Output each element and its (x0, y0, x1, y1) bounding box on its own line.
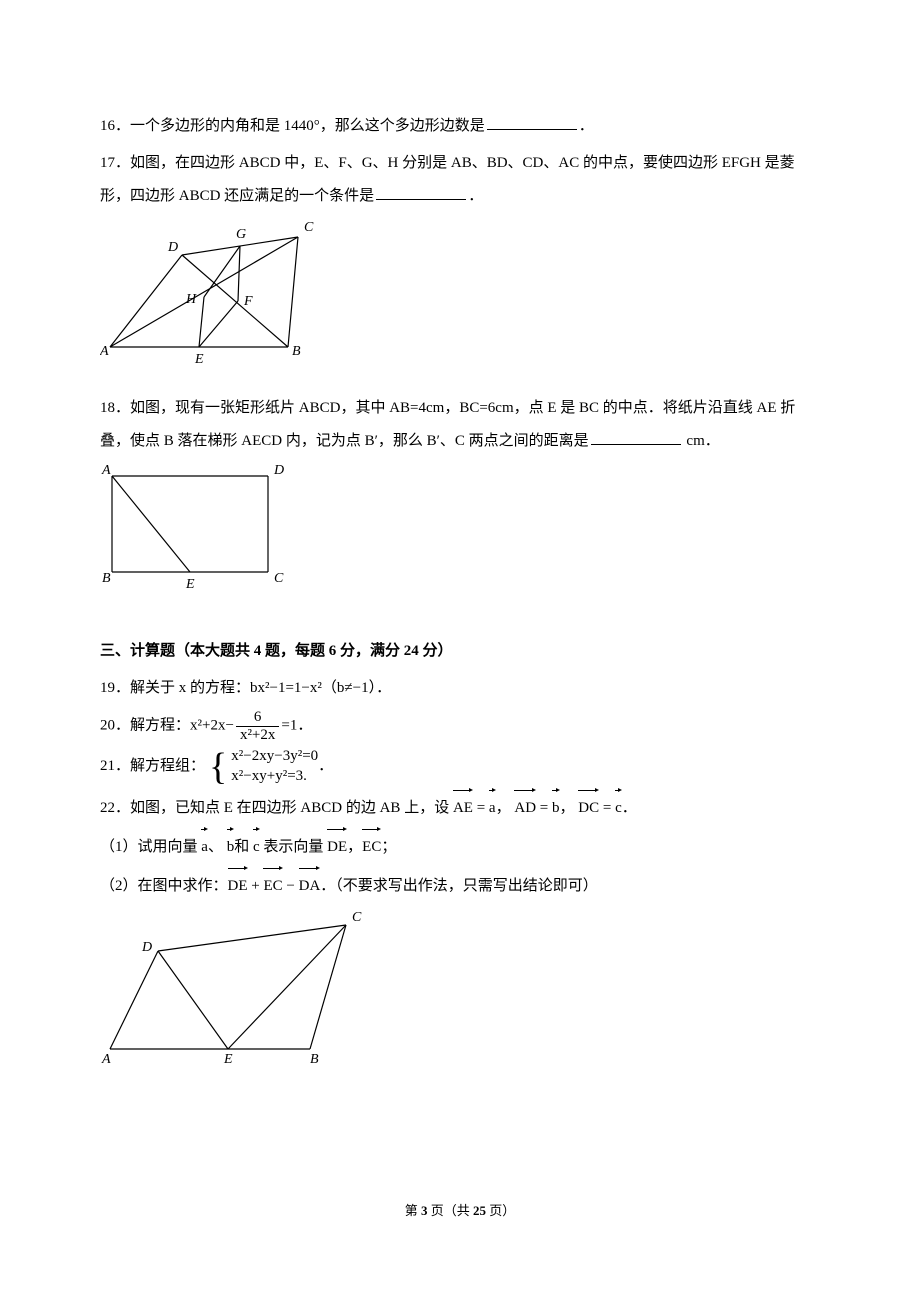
figure-18: A B C D E (100, 464, 820, 607)
t: 第 (405, 1203, 421, 1218)
question-17: 17．如图，在四边形 ABCD 中，E、F、G、H 分别是 AB、BD、CD、A… (100, 147, 820, 213)
t: ， (347, 839, 362, 855)
vec-a: a (489, 790, 496, 825)
svg-text:F: F (243, 294, 253, 309)
q-text: 解关于 x 的方程：bx²−1=1−x²（b≠−1）． (130, 680, 391, 696)
vec-c: c (253, 829, 260, 864)
q-number: 17． (100, 155, 130, 171)
t: = (536, 800, 552, 816)
vec-DE: DE (228, 868, 248, 903)
t: = (599, 800, 615, 816)
q-number: 21． (100, 750, 130, 783)
vec-DA: DA (299, 868, 321, 903)
t: （1）试用向量 (100, 839, 201, 855)
t: ； (381, 839, 396, 855)
section-3-heading: 三、计算题（本大题共 4 题，每题 6 分，满分 24 分） (100, 635, 820, 668)
svg-text:D: D (167, 240, 178, 255)
q-prefix: 解方程组： (130, 750, 205, 783)
vec-EC: EC (263, 868, 282, 903)
q-suffix: ． (468, 188, 483, 204)
equation-system: { x²−2xy−3y²=0 x²−xy+y²=3. (209, 747, 318, 786)
q-number: 16． (100, 118, 130, 134)
q-number: 18． (100, 400, 130, 416)
t: = (473, 800, 489, 816)
frac-num: 6 (236, 709, 279, 727)
svg-text:B: B (292, 344, 301, 359)
t: 表示向量 (260, 839, 328, 855)
svg-text:D: D (273, 464, 284, 478)
svg-text:E: E (223, 1052, 233, 1067)
frac-den: x²+2x (236, 727, 279, 744)
t: 、 (208, 839, 227, 855)
t: − (283, 878, 299, 894)
q-number: 22． (100, 800, 130, 816)
vec-c: c (615, 790, 622, 825)
page-total: 25 (473, 1203, 486, 1218)
q-number: 20． (100, 717, 130, 733)
fraction: 6x²+2x (236, 709, 279, 743)
svg-text:H: H (185, 292, 197, 307)
question-22-part2: （2）在图中求作：DE + EC − DA．（不要求写出作法，只需写出结论即可） (100, 868, 820, 903)
figure-17: A B C D E F G H (100, 219, 820, 382)
svg-text:A: A (101, 1052, 111, 1067)
t: 页（共 (427, 1203, 473, 1218)
question-19: 19．解关于 x 的方程：bx²−1=1−x²（b≠−1）． (100, 672, 820, 705)
svg-text:A: A (101, 464, 111, 478)
q-prefix: 解方程：x²+2x− (130, 717, 234, 733)
vec-EC: EC (362, 829, 381, 864)
vec-AD: AD (514, 790, 536, 825)
q-number: 19． (100, 680, 130, 696)
vec-b: b (552, 790, 560, 825)
answer-blank (376, 185, 466, 200)
t: ．（不要求写出作法，只需写出结论即可） (320, 878, 598, 894)
q-suffix: =1． (281, 717, 312, 733)
svg-text:B: B (310, 1052, 319, 1067)
question-22: 22．如图，已知点 E 在四边形 ABCD 的边 AB 上，设 AE = a， … (100, 790, 820, 825)
t: 和 (234, 839, 253, 855)
t: ， (560, 800, 579, 816)
svg-text:C: C (352, 910, 362, 925)
question-20: 20．解方程：x²+2x−6x²+2x=1． (100, 709, 820, 743)
svg-text:C: C (304, 220, 314, 235)
svg-text:C: C (274, 571, 284, 586)
page-footer: 第 3 页（共 25 页） (100, 1197, 820, 1226)
sys-row-2: x²−xy+y²=3. (231, 767, 318, 787)
svg-text:B: B (102, 571, 111, 586)
q-line1a: 如图，已知点 E 在四边形 ABCD 的边 AB 上，设 (130, 800, 453, 816)
t: ． (622, 800, 637, 816)
svg-text:D: D (141, 940, 152, 955)
svg-text:E: E (194, 352, 204, 367)
question-18: 18．如图，现有一张矩形纸片 ABCD，其中 AB=4cm，BC=6cm，点 E… (100, 392, 820, 458)
t: + (248, 878, 264, 894)
answer-blank (487, 115, 577, 130)
question-21: 21．解方程组： { x²−2xy−3y²=0 x²−xy+y²=3. ． (100, 747, 820, 786)
vec-AE: AE (453, 790, 473, 825)
vec-a: a (201, 829, 208, 864)
q-suffix: ． (318, 750, 333, 783)
question-22-part1: （1）试用向量 a、 b和 c 表示向量 DE，EC； (100, 829, 820, 864)
left-brace-icon: { (209, 748, 227, 786)
q-suffix: ． (579, 118, 594, 134)
answer-blank (591, 430, 681, 445)
vec-DC: DC (578, 790, 599, 825)
figure-22: A B C D E (100, 909, 820, 1087)
q-text: 一个多边形的内角和是 1440°，那么这个多边形边数是 (130, 118, 485, 134)
svg-text:G: G (236, 227, 246, 242)
vec-b: b (227, 829, 235, 864)
t: （2）在图中求作： (100, 878, 228, 894)
vec-DE: DE (327, 829, 347, 864)
question-16: 16．一个多边形的内角和是 1440°，那么这个多边形边数是 ． (100, 110, 820, 143)
t: ， (496, 800, 515, 816)
q-suffix: cm． (683, 433, 720, 449)
svg-text:E: E (185, 577, 195, 592)
t: 页） (486, 1203, 515, 1218)
svg-text:A: A (100, 344, 109, 359)
sys-row-1: x²−2xy−3y²=0 (231, 747, 318, 767)
